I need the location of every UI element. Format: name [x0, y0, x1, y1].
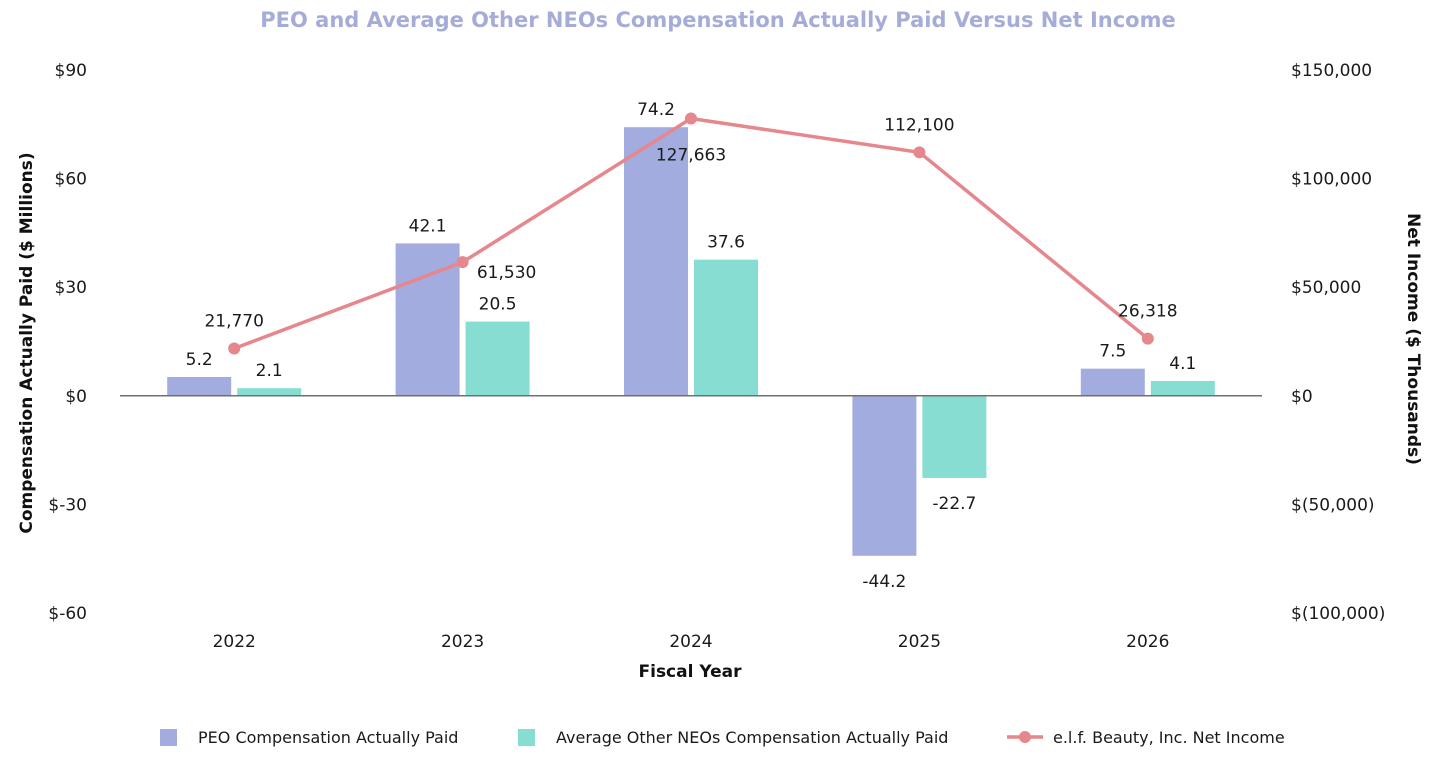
legend-label: e.l.f. Beauty, Inc. Net Income [1053, 728, 1285, 747]
neo-bar [465, 321, 530, 396]
legend-marker [1019, 731, 1031, 743]
peo-bar-label: 7.5 [1099, 342, 1126, 362]
bar-group [167, 127, 1215, 556]
net-income-label: 61,530 [477, 263, 536, 283]
x-axis-title: Fiscal Year [639, 662, 743, 682]
y-tick-label: $-60 [48, 604, 87, 624]
x-tick-label: 2025 [898, 632, 941, 652]
neo-bar-label: 4.1 [1169, 354, 1196, 374]
peo-bar-label: 42.1 [409, 216, 447, 236]
x-tick-label: 2022 [213, 632, 256, 652]
peo-bar [852, 395, 917, 556]
y-tick-label: $60 [55, 170, 87, 190]
peo-bar-label: 5.2 [186, 350, 213, 370]
neo-bar-label: -22.7 [932, 494, 976, 514]
legend-label: Average Other NEOs Compensation Actually… [556, 728, 948, 747]
net-income-point [913, 146, 926, 159]
neo-bar [922, 395, 987, 478]
neo-bar-label: 20.5 [479, 295, 517, 315]
peo-bar [1080, 368, 1145, 396]
x-tick-label: 2024 [669, 632, 712, 652]
x-tick-label: 2026 [1126, 632, 1169, 652]
legend-peo: PEO Compensation Actually Paid [160, 728, 458, 747]
peo-bar [167, 376, 232, 396]
x-tick-label: 2023 [441, 632, 484, 652]
legend-swatch [518, 729, 535, 746]
legend-neo: Average Other NEOs Compensation Actually… [518, 728, 948, 747]
net-income-line [228, 112, 1154, 355]
data-labels: 5.2 42.1 74.2 -44.2 7.5 2.1 20.5 37.6 -22.7 4.1 21… [186, 100, 1197, 592]
net-income-point [685, 112, 697, 125]
chart-title: PEO and Average Other NEOs Compensation … [260, 8, 1175, 32]
legend-label: PEO Compensation Actually Paid [198, 728, 458, 747]
peo-bar-label: -44.2 [862, 572, 906, 592]
legend: PEO Compensation Actually Paid Average Ot… [160, 728, 1285, 747]
net-income-label: 127,663 [656, 146, 726, 166]
y2-tick-label: $(100,000) [1291, 604, 1385, 624]
peo-bar-label: 74.2 [637, 100, 675, 120]
net-income-point [456, 256, 469, 269]
neo-bar-label: 2.1 [256, 361, 283, 381]
neo-bar [237, 388, 302, 396]
neo-bar-label: 37.6 [707, 233, 745, 253]
y2-tick-label: $150,000 [1291, 61, 1372, 81]
x-axis: 2022 2023 2024 2025 2026 [213, 632, 1170, 652]
y2-tick-label: $100,000 [1291, 170, 1372, 190]
net-income-label: 112,100 [884, 115, 954, 135]
y-tick-label: $90 [55, 61, 87, 81]
y2-tick-label: $50,000 [1291, 278, 1361, 298]
y2-axis: $150,000 $100,000 $50,000 $0 $(50,000) $(100,… [1291, 61, 1385, 624]
y2-axis-title: Net Income ($ Thousands) [1403, 213, 1423, 465]
y2-tick-label: $0 [1291, 387, 1313, 407]
legend-net-income: e.l.f. Beauty, Inc. Net Income [1007, 728, 1285, 747]
net-income-point [1141, 332, 1154, 345]
y-tick-label: $-30 [48, 495, 87, 515]
net-income-label: 26,318 [1118, 302, 1177, 322]
net-income-point [228, 342, 241, 355]
y-axis: $90 $60 $30 $0 $-30 $-60 [48, 61, 87, 624]
y-tick-label: $0 [65, 387, 87, 407]
legend-swatch [160, 729, 177, 746]
y2-tick-label: $(50,000) [1291, 495, 1375, 515]
net-income-label: 21,770 [204, 312, 263, 332]
neo-bar [694, 259, 758, 396]
y-tick-label: $30 [55, 278, 87, 298]
y-axis-title: Compensation Actually Paid ($ Millions) [17, 152, 37, 533]
neo-bar [1150, 380, 1215, 396]
peo-bar [624, 127, 688, 396]
